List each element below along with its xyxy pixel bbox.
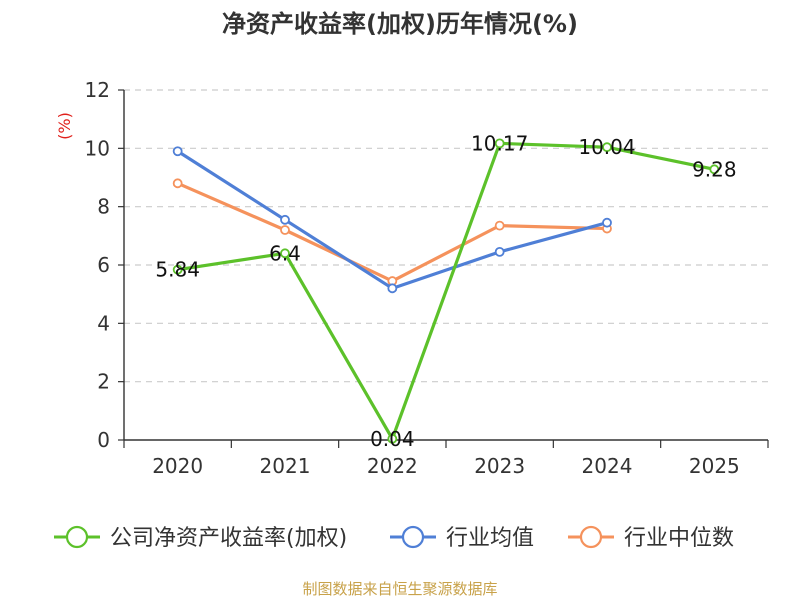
data-point bbox=[280, 225, 290, 235]
y-tick-label: 10 bbox=[85, 136, 110, 160]
data-label: 10.17 bbox=[471, 131, 528, 155]
y-tick-label: 4 bbox=[97, 311, 110, 335]
legend-label: 行业均值 bbox=[446, 526, 534, 551]
series-line bbox=[177, 181, 608, 283]
series-line bbox=[177, 141, 715, 441]
series-line bbox=[176, 149, 608, 290]
y-tick-label: 0 bbox=[97, 428, 110, 452]
data-label: 6.4 bbox=[269, 241, 301, 265]
data-point bbox=[709, 164, 720, 175]
legend-marker bbox=[65, 525, 89, 549]
y-tick-label: 8 bbox=[97, 195, 110, 219]
axes: 0 2 4 6 8 10 12 2020 2021 2022 2023 2024 2025 bbox=[85, 78, 769, 478]
legend-item[interactable]: 行业均值 bbox=[390, 525, 534, 551]
data-point bbox=[280, 248, 290, 259]
y-tick-label: 6 bbox=[97, 253, 110, 277]
data-point bbox=[602, 217, 612, 228]
y-tick-label: 12 bbox=[85, 78, 110, 102]
legend-marker bbox=[401, 525, 425, 549]
data-label: 5.84 bbox=[155, 258, 200, 282]
x-tick-label: 2021 bbox=[260, 454, 311, 478]
x-tick-label: 2023 bbox=[474, 454, 525, 478]
y-tick-label: 2 bbox=[97, 370, 110, 394]
x-tick-label: 2022 bbox=[367, 454, 418, 478]
data-label: 9.28 bbox=[692, 157, 737, 181]
source-note: 制图数据来自恒生聚源数据库 bbox=[302, 580, 497, 598]
data-labels: 5.84 6.4 0.04 10.17 10.04 9.28 bbox=[155, 131, 736, 450]
data-label: 10.04 bbox=[578, 135, 635, 159]
data-point bbox=[172, 146, 183, 157]
data-point bbox=[172, 178, 183, 189]
data-point bbox=[280, 214, 290, 225]
data-point bbox=[494, 246, 505, 257]
legend-label: 行业中位数 bbox=[624, 526, 734, 551]
data-point bbox=[494, 138, 505, 149]
x-tick-label: 2025 bbox=[689, 454, 740, 478]
data-point bbox=[172, 264, 183, 275]
grid-lines bbox=[124, 89, 768, 383]
data-point bbox=[387, 433, 398, 444]
data-label: 0.04 bbox=[370, 427, 415, 451]
legend-item[interactable]: 公司净资产收益率(加权) bbox=[54, 525, 347, 551]
legend-label: 公司净资产收益率(加权) bbox=[110, 526, 347, 551]
x-tick-label: 2020 bbox=[152, 454, 203, 478]
chart-title: 净资产收益率(加权)历年情况(%) bbox=[222, 10, 578, 38]
data-point bbox=[602, 142, 612, 153]
legend-marker bbox=[579, 525, 603, 549]
legend: 公司净资产收益率(加权) 行业均值 行业中位数 bbox=[54, 525, 734, 551]
y-axis-unit: (%) bbox=[55, 112, 74, 140]
x-tick-label: 2024 bbox=[582, 454, 633, 478]
legend-item[interactable]: 行业中位数 bbox=[568, 525, 734, 551]
series-lines bbox=[172, 138, 720, 444]
data-point bbox=[387, 283, 398, 294]
data-point bbox=[494, 220, 505, 231]
